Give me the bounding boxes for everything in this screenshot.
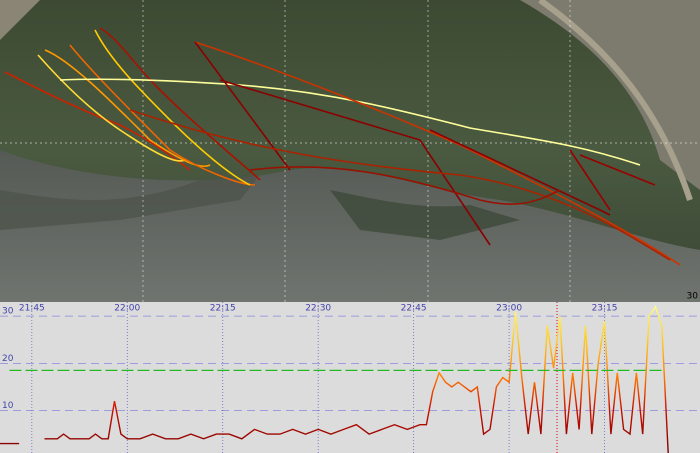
speed-chart: 10 20 30 21:45 22:00 22:15 22:30 22:45 23:00 23:1… (0, 302, 700, 453)
x-tick-label: 22:15 (210, 304, 236, 314)
y-tick-label: 10 (2, 401, 14, 411)
tracks (4, 27, 681, 266)
y-tick-label: 20 (2, 354, 14, 364)
x-tick-label: 23:00 (496, 304, 522, 314)
x-tick-label: 22:00 (114, 304, 140, 314)
x-tick-label: 21:45 (19, 304, 45, 314)
map-view[interactable]: 30 (0, 0, 700, 302)
x-tick-label: 22:45 (401, 304, 427, 314)
x-tick-label: 22:30 (305, 304, 331, 314)
series-line (0, 305, 669, 453)
y-tick-label: 30 (2, 307, 14, 317)
x-tick-label: 23:15 (592, 304, 618, 314)
map-corner-label: 30 (687, 292, 699, 302)
